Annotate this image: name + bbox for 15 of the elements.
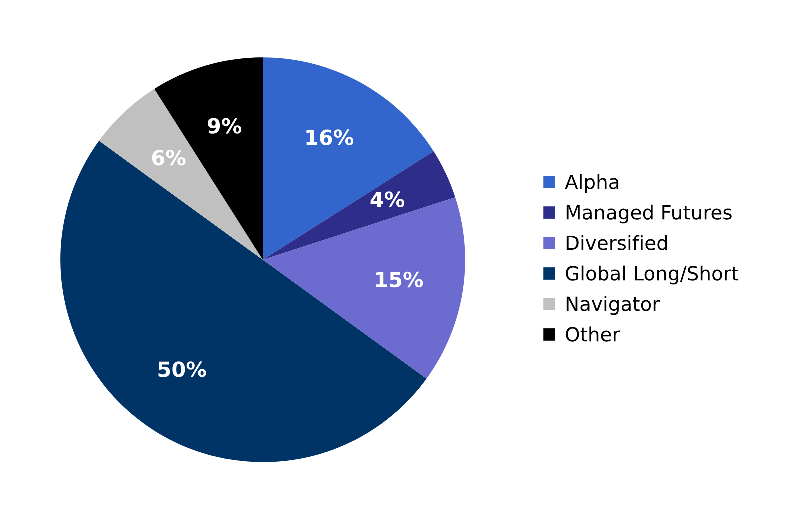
legend-label: Managed Futures	[566, 204, 732, 224]
legend-label: Global Long/Short	[566, 266, 739, 285]
legend-label: Navigator	[566, 296, 660, 316]
data-label: 9%	[208, 118, 242, 134]
data-label: 50%	[158, 362, 206, 378]
pie-slice	[263, 152, 456, 260]
pie-slice	[263, 58, 434, 260]
legend-label: Alpha	[565, 174, 619, 194]
data-label: 6%	[152, 150, 186, 166]
legend-label: Other	[566, 326, 620, 342]
data-label: 15%	[376, 272, 424, 288]
legend-label: Diversified	[566, 235, 668, 250]
data-label: 4%	[370, 192, 405, 208]
pie-slice	[99, 89, 263, 260]
data-label: 16%	[306, 130, 354, 146]
